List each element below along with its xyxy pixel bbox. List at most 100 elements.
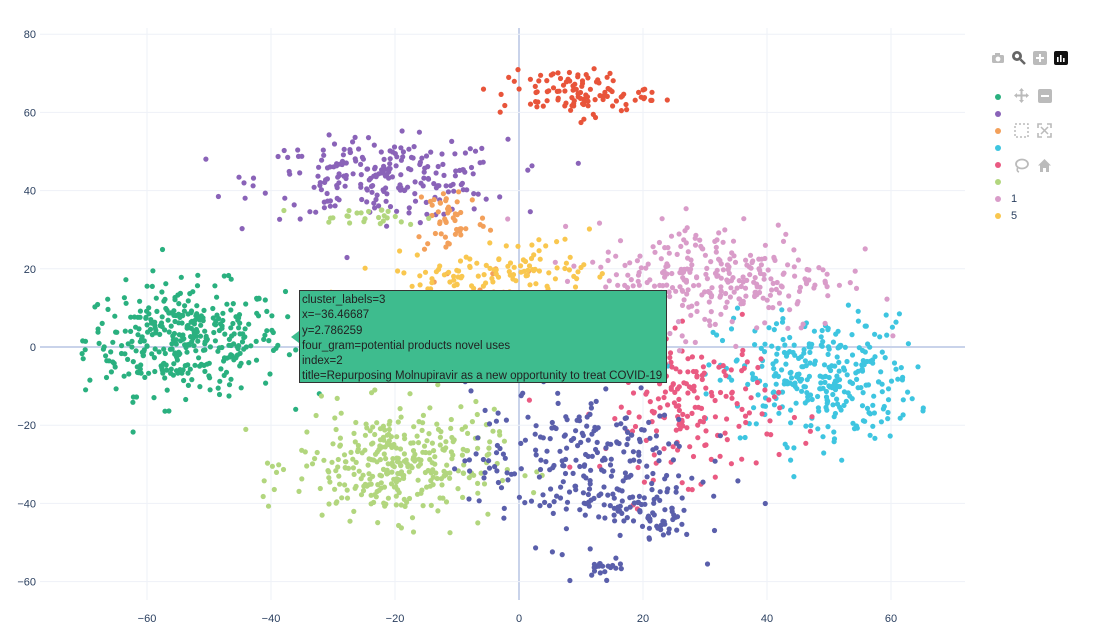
data-point bbox=[482, 407, 488, 413]
data-point bbox=[431, 197, 437, 203]
data-point bbox=[775, 345, 781, 351]
lasso-icon[interactable] bbox=[1014, 158, 1029, 173]
data-point bbox=[577, 463, 583, 470]
data-point bbox=[416, 456, 422, 462]
legend-item[interactable] bbox=[995, 122, 1021, 139]
data-point bbox=[799, 388, 805, 394]
data-point bbox=[206, 373, 212, 379]
data-point bbox=[353, 459, 359, 465]
data-point bbox=[722, 430, 728, 436]
data-point bbox=[905, 389, 911, 395]
data-point bbox=[720, 267, 727, 273]
legend-item[interactable]: 5 bbox=[995, 207, 1021, 224]
data-point bbox=[384, 440, 391, 446]
data-point bbox=[263, 380, 269, 386]
data-point bbox=[493, 267, 499, 273]
data-point bbox=[562, 265, 568, 272]
data-point bbox=[418, 194, 424, 200]
data-point bbox=[420, 412, 426, 418]
data-point bbox=[483, 262, 489, 268]
data-point bbox=[705, 289, 712, 295]
data-point bbox=[230, 320, 236, 327]
data-point bbox=[764, 297, 770, 303]
data-point bbox=[353, 158, 359, 164]
data-point bbox=[171, 361, 177, 367]
data-point bbox=[620, 478, 626, 484]
data-point bbox=[706, 299, 712, 305]
data-point bbox=[144, 283, 150, 289]
data-point bbox=[405, 184, 411, 190]
pan-icon[interactable] bbox=[1014, 88, 1029, 103]
series-6 bbox=[505, 206, 896, 354]
data-point bbox=[381, 484, 388, 490]
legend-item[interactable] bbox=[995, 173, 1021, 190]
data-point bbox=[458, 404, 464, 410]
data-point bbox=[356, 468, 362, 474]
data-point bbox=[411, 424, 417, 430]
data-point bbox=[510, 276, 516, 282]
data-point bbox=[833, 331, 839, 337]
zoom-icon[interactable] bbox=[1011, 50, 1026, 65]
data-point bbox=[506, 74, 512, 80]
home-icon[interactable] bbox=[1037, 158, 1052, 173]
data-point bbox=[170, 337, 176, 343]
data-point bbox=[762, 500, 768, 507]
plotly-logo-icon[interactable] bbox=[1053, 50, 1068, 65]
legend-item[interactable] bbox=[995, 105, 1021, 122]
data-point bbox=[575, 74, 581, 80]
legend-item[interactable] bbox=[995, 139, 1021, 156]
data-point bbox=[585, 103, 591, 109]
data-point bbox=[326, 475, 332, 481]
data-point bbox=[703, 442, 709, 448]
data-point bbox=[779, 367, 785, 373]
data-point bbox=[254, 295, 260, 301]
data-point bbox=[602, 569, 608, 575]
data-point bbox=[685, 390, 691, 396]
data-point bbox=[193, 313, 199, 319]
data-point bbox=[713, 244, 719, 250]
data-point bbox=[563, 100, 569, 106]
data-point bbox=[825, 351, 831, 357]
box-select-icon[interactable] bbox=[1014, 123, 1029, 138]
data-point bbox=[393, 502, 399, 508]
data-point bbox=[694, 373, 700, 379]
camera-icon[interactable] bbox=[990, 50, 1005, 65]
zoom-out-icon[interactable] bbox=[1037, 88, 1052, 103]
data-point bbox=[849, 352, 856, 358]
data-point bbox=[778, 283, 784, 289]
data-point bbox=[419, 427, 425, 433]
data-point bbox=[627, 495, 633, 501]
data-point bbox=[639, 523, 646, 530]
data-point bbox=[836, 282, 843, 288]
data-point bbox=[741, 216, 747, 222]
data-point bbox=[443, 183, 449, 189]
data-point bbox=[779, 389, 786, 395]
legend-item[interactable]: 1 bbox=[995, 190, 1021, 207]
data-point bbox=[526, 397, 533, 403]
data-point bbox=[394, 434, 400, 440]
data-point bbox=[533, 99, 539, 105]
legend-item[interactable] bbox=[995, 156, 1021, 173]
data-point bbox=[452, 231, 458, 237]
data-point bbox=[544, 78, 550, 84]
data-point bbox=[600, 96, 606, 103]
data-point bbox=[424, 211, 430, 217]
data-point bbox=[280, 466, 287, 473]
zoom-in-icon[interactable] bbox=[1032, 50, 1047, 65]
data-point bbox=[667, 293, 673, 300]
data-point bbox=[366, 177, 372, 183]
x-tick-label: 60 bbox=[885, 613, 897, 625]
data-point bbox=[343, 160, 349, 166]
data-point bbox=[585, 491, 592, 498]
data-point bbox=[575, 160, 581, 166]
data-point bbox=[684, 531, 690, 538]
autoscale-icon[interactable] bbox=[1037, 123, 1052, 138]
data-point bbox=[385, 461, 391, 467]
data-point bbox=[771, 366, 777, 372]
data-point bbox=[597, 93, 603, 99]
data-point bbox=[553, 425, 559, 432]
data-point bbox=[530, 267, 536, 273]
data-point bbox=[385, 208, 391, 214]
legend-item[interactable] bbox=[995, 88, 1021, 105]
